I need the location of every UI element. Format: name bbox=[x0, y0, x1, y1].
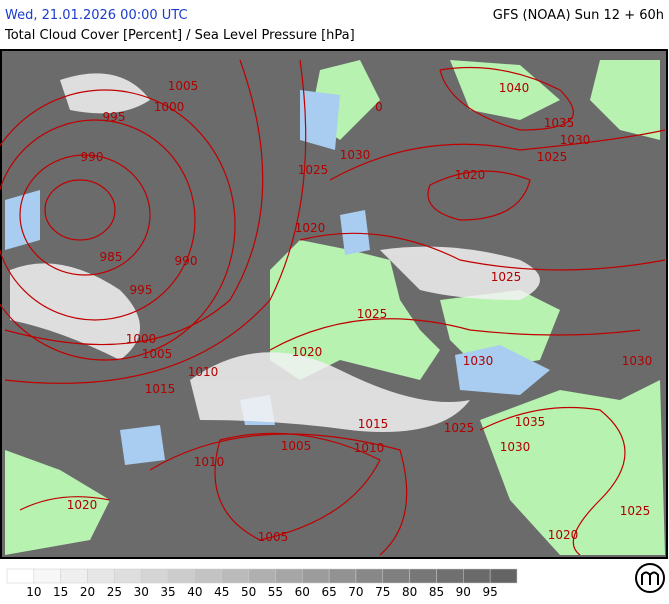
isobar-label: 985 bbox=[100, 250, 123, 264]
legend-swatch bbox=[60, 568, 88, 584]
legend-swatch bbox=[382, 568, 410, 584]
isobar-label: 1025 bbox=[537, 150, 568, 164]
isobar-label: 1035 bbox=[515, 415, 546, 429]
legend-tick-label: 90 bbox=[456, 585, 471, 599]
isobar-label: 1030 bbox=[560, 133, 591, 147]
isobar-label: 1030 bbox=[340, 148, 371, 162]
isobar-label: 1005 bbox=[168, 79, 199, 93]
datetime: Wed, 21.01.2026 00:00 UTC bbox=[5, 8, 188, 23]
isobar-label: 1000 bbox=[154, 100, 185, 114]
map-title: Total Cloud Cover [Percent] / Sea Level … bbox=[4, 28, 355, 43]
legend-tick-label: 95 bbox=[483, 585, 498, 599]
isobar-label: 995 bbox=[130, 283, 153, 297]
legend-tick-label: 25 bbox=[107, 585, 122, 599]
legend-swatch bbox=[409, 568, 437, 584]
legend-tick-label: 70 bbox=[348, 585, 363, 599]
legend-swatch bbox=[6, 568, 35, 584]
legend-tick-label: 80 bbox=[402, 585, 417, 599]
legend-tick-label: 10 bbox=[26, 585, 41, 599]
isobar-label: 0 bbox=[375, 100, 383, 114]
isobars bbox=[0, 59, 666, 556]
isobar-label: 1020 bbox=[295, 221, 326, 235]
isobar-label: 990 bbox=[175, 254, 198, 268]
legend-tick-label: 45 bbox=[214, 585, 229, 599]
legend-tick-label: 40 bbox=[187, 585, 202, 599]
legend-swatch bbox=[436, 568, 464, 584]
isobar-label: 1025 bbox=[444, 421, 475, 435]
legend-swatch bbox=[194, 568, 222, 584]
legend-swatch bbox=[140, 568, 169, 584]
legend-swatch bbox=[302, 568, 330, 584]
legend-swatch bbox=[328, 568, 357, 584]
legend-tick-label: 30 bbox=[134, 585, 149, 599]
isobar-label: 1035 bbox=[544, 116, 575, 130]
legend-swatch bbox=[463, 568, 491, 584]
legend-swatch bbox=[114, 568, 142, 584]
isobar-label: 1015 bbox=[145, 382, 176, 396]
legend-tick-label: 75 bbox=[375, 585, 390, 599]
isobar-label: 990 bbox=[81, 150, 104, 164]
isobar-label: 1005 bbox=[281, 439, 312, 453]
legend-tick-label: 60 bbox=[295, 585, 310, 599]
legend-tick-label: 85 bbox=[429, 585, 444, 599]
isobar-label: 1025 bbox=[620, 504, 651, 518]
isobar-label: 1025 bbox=[357, 307, 388, 321]
legend-swatch bbox=[489, 568, 518, 584]
isobar-label: 1010 bbox=[354, 441, 385, 455]
model-info: GFS (NOAA) Sun 12 + 60h bbox=[493, 8, 664, 23]
legend-tick-label: 55 bbox=[268, 585, 283, 599]
isobar-label: 1025 bbox=[491, 270, 522, 284]
legend-swatch bbox=[275, 568, 303, 584]
legend-tick-label: 20 bbox=[80, 585, 95, 599]
cloud-patches bbox=[10, 73, 540, 432]
isobar-label: 1015 bbox=[358, 417, 389, 431]
legend-swatch bbox=[221, 568, 249, 584]
isobar-label: 1030 bbox=[463, 354, 494, 368]
legend-tick-label: 35 bbox=[160, 585, 175, 599]
isobar-label: 1030 bbox=[500, 440, 531, 454]
legend-tick-label: 15 bbox=[53, 585, 68, 599]
isobar-label: 1005 bbox=[142, 347, 173, 361]
isobar-label: 1005 bbox=[258, 530, 289, 544]
isobar-label: 1000 bbox=[126, 332, 157, 346]
isobar-label: 1020 bbox=[455, 168, 486, 182]
isobar-label: 1030 bbox=[622, 354, 653, 368]
isobar-label: 995 bbox=[103, 110, 126, 124]
isobar-label: 1010 bbox=[194, 455, 225, 469]
isobar-label: 1010 bbox=[188, 365, 219, 379]
isobar-label: 1020 bbox=[548, 528, 579, 542]
legend-swatch bbox=[248, 568, 276, 584]
isobar-label: 1040 bbox=[499, 81, 530, 95]
logo bbox=[635, 563, 665, 593]
legend-tick-label: 65 bbox=[321, 585, 336, 599]
legend-swatch bbox=[355, 568, 384, 584]
legend-swatch bbox=[167, 568, 196, 584]
isobar-label: 1025 bbox=[298, 163, 329, 177]
isobar-label: 1020 bbox=[67, 498, 98, 512]
isobar-label: 1020 bbox=[292, 345, 323, 359]
legend-swatch bbox=[33, 568, 61, 584]
legend: 10 15 20 25 30 35 40 45 50 55 60 65 70 75 80 85 90 95 bbox=[6, 568, 518, 599]
clear-land bbox=[5, 60, 665, 555]
legend-tick-label: 50 bbox=[241, 585, 256, 599]
legend-swatch bbox=[87, 568, 115, 584]
